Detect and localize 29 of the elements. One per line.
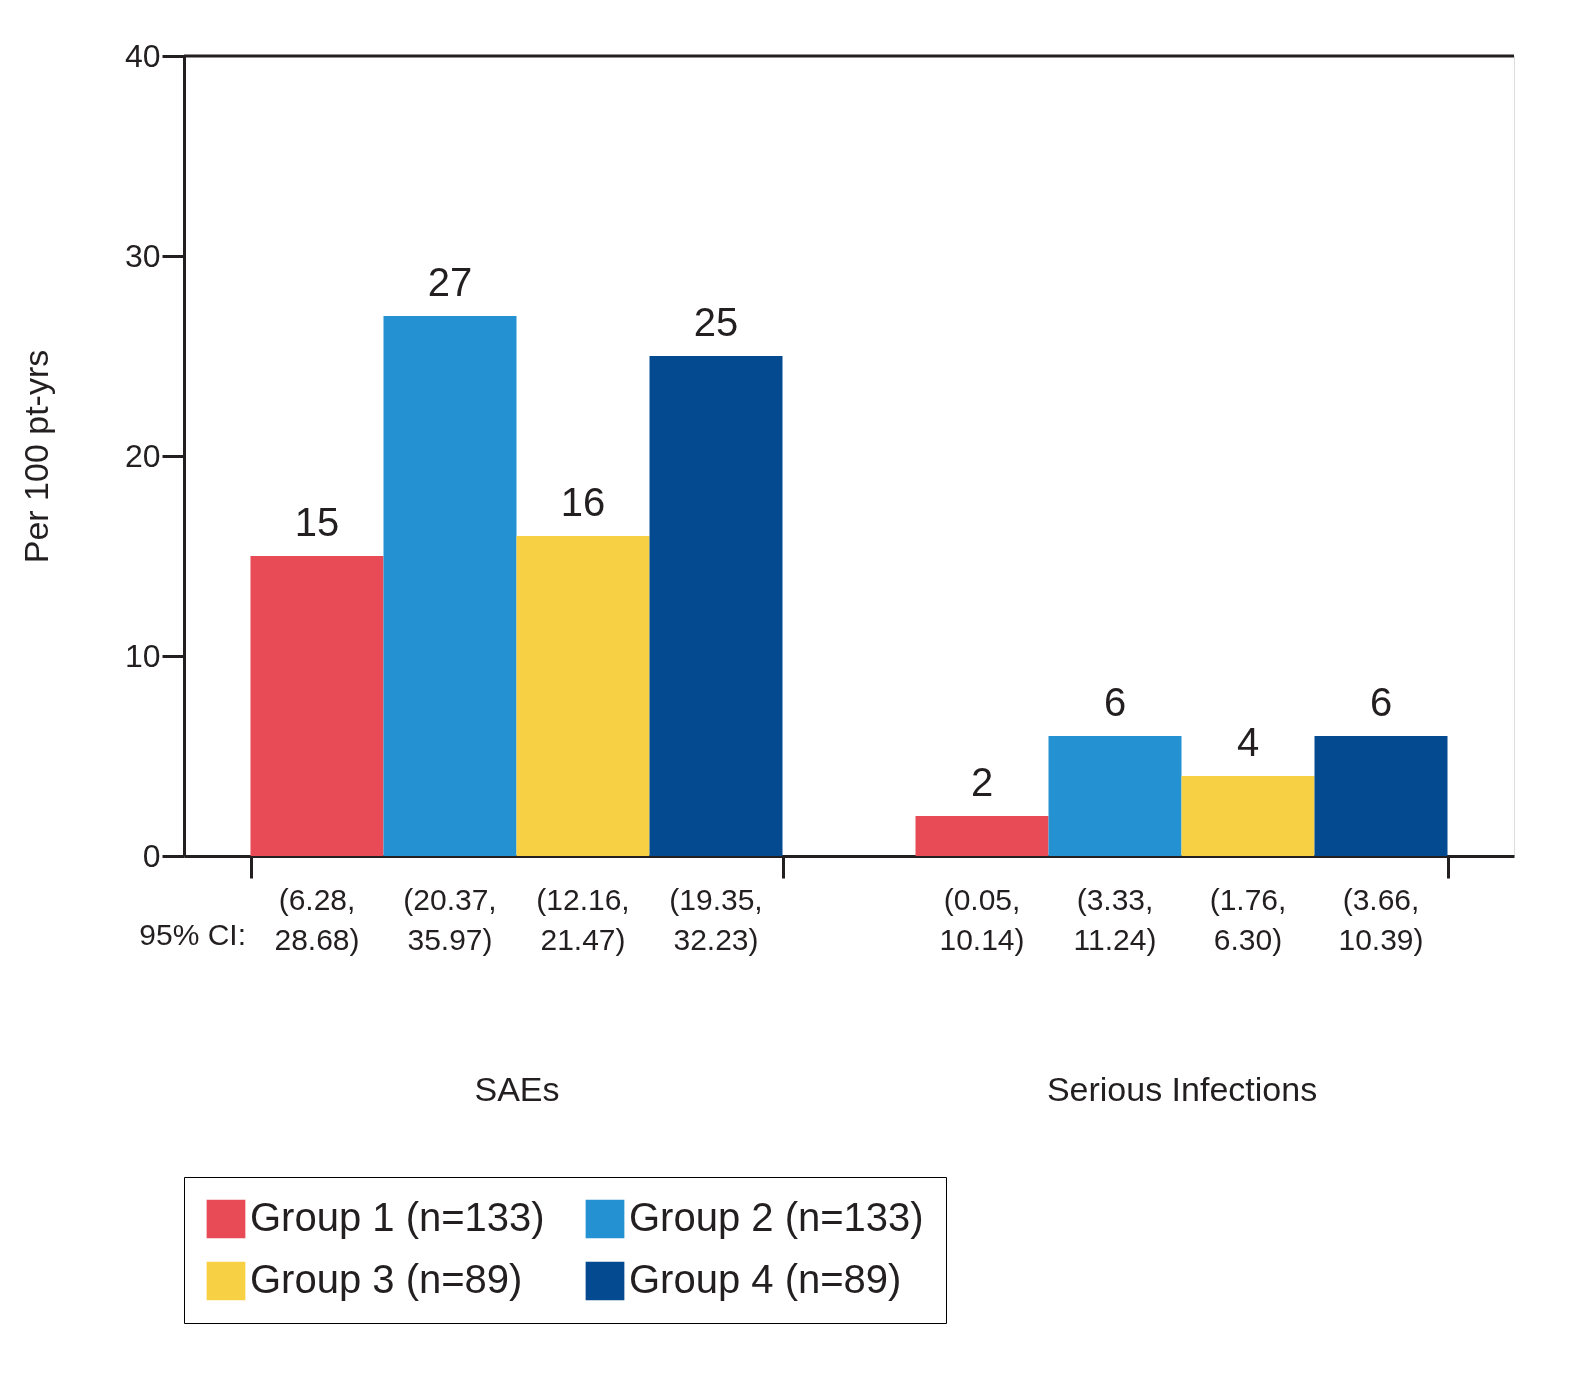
data-label: 4: [1236, 720, 1260, 764]
legend-label: Group 4 (n=89): [629, 1257, 902, 1301]
text: (12.16, 21.47): [536, 883, 630, 956]
data-label: 6: [1103, 680, 1127, 724]
legend-label: Group 1 (n=133): [250, 1195, 545, 1239]
y-tick-label: 40: [124, 37, 161, 74]
y-axis-title: Per 100 pt-yrs: [16, 349, 55, 564]
legend-label: Group 2 (n=133): [629, 1195, 924, 1239]
y-tick-label: 20: [124, 437, 161, 474]
y-tick-label: 10: [124, 637, 161, 674]
x-tick-label: Serious Infections: [1046, 1069, 1318, 1108]
data-label: 15: [294, 500, 340, 544]
legend-label: Group 3 (n=89): [250, 1257, 523, 1301]
text: (19.35, 32.23): [669, 883, 763, 956]
text: (3.66, 10.39): [1338, 883, 1424, 956]
y-tick-label: 30: [124, 237, 161, 274]
y-tick-label: 0: [142, 837, 161, 874]
text: (0.05, 10.14): [939, 883, 1025, 956]
data-label: 6: [1369, 680, 1393, 724]
text: 95% CI:: [139, 918, 246, 951]
data-label: 27: [427, 260, 473, 304]
data-label: 16: [560, 480, 606, 524]
data-label: 2: [970, 760, 994, 804]
text: (20.37, 35.97): [403, 883, 497, 956]
text: (3.33, 11.24): [1073, 883, 1157, 956]
data-label: 25: [693, 300, 739, 344]
text: (6.28, 28.68): [274, 883, 360, 956]
text: (1.76, 6.30): [1209, 883, 1287, 956]
x-tick-label: SAEs: [474, 1069, 560, 1108]
